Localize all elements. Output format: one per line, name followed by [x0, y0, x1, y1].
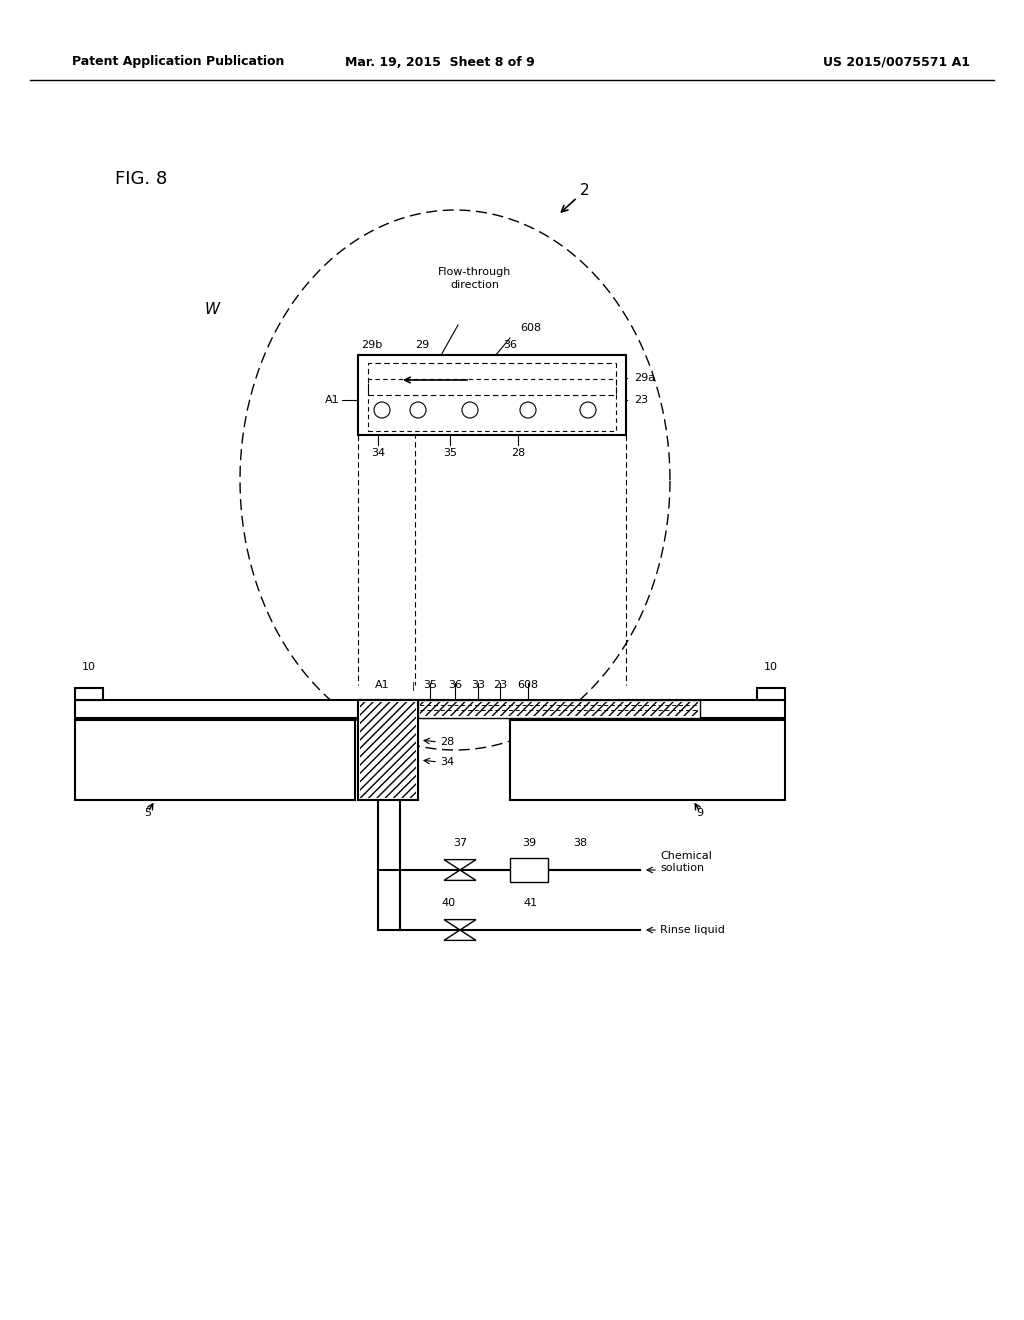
Text: 29a: 29a: [634, 374, 655, 383]
Text: 28: 28: [511, 447, 525, 458]
Text: Mar. 19, 2015  Sheet 8 of 9: Mar. 19, 2015 Sheet 8 of 9: [345, 55, 535, 69]
Polygon shape: [444, 870, 476, 880]
Bar: [360, 702, 416, 799]
Bar: [358, 355, 626, 436]
Text: A1: A1: [376, 680, 390, 690]
Text: 608: 608: [517, 680, 539, 690]
Bar: [757, 688, 785, 700]
Text: FIG. 8: FIG. 8: [115, 170, 167, 187]
Text: W: W: [263, 700, 276, 713]
Text: |: |: [412, 682, 415, 690]
Text: 24: 24: [321, 743, 335, 752]
Text: 39: 39: [522, 838, 536, 847]
Text: 9: 9: [696, 808, 703, 818]
Text: 37: 37: [453, 838, 467, 847]
Text: 29b: 29b: [361, 341, 383, 350]
Polygon shape: [444, 859, 476, 870]
Text: W: W: [205, 302, 220, 318]
Text: 34: 34: [371, 447, 385, 458]
Circle shape: [580, 403, 596, 418]
Text: 36: 36: [449, 680, 462, 690]
Text: 29: 29: [415, 341, 429, 350]
Text: Chemical
solution: Chemical solution: [660, 851, 712, 874]
Bar: [75, 688, 103, 700]
Text: Rinse liquid: Rinse liquid: [660, 925, 725, 935]
Bar: [420, 702, 698, 715]
Circle shape: [410, 403, 426, 418]
Text: 10: 10: [82, 663, 96, 672]
Text: 23: 23: [493, 680, 507, 690]
Bar: [510, 719, 785, 800]
Text: 36: 36: [503, 341, 517, 350]
Circle shape: [462, 403, 478, 418]
Text: 35: 35: [443, 447, 457, 458]
Text: 40: 40: [441, 898, 455, 908]
Polygon shape: [444, 931, 476, 940]
Bar: [368, 379, 616, 432]
Bar: [368, 363, 616, 395]
Bar: [75, 719, 355, 800]
Text: Patent Application Publication: Patent Application Publication: [72, 55, 285, 69]
Text: 41: 41: [523, 898, 537, 908]
Text: 35: 35: [423, 680, 437, 690]
Text: 5: 5: [144, 808, 152, 818]
Text: 38: 38: [573, 838, 587, 847]
Circle shape: [374, 403, 390, 418]
Text: 2: 2: [561, 183, 590, 213]
Text: 10: 10: [764, 663, 778, 672]
Text: 608: 608: [520, 323, 541, 333]
Text: 34: 34: [440, 756, 454, 767]
Text: Flow-through
direction: Flow-through direction: [438, 267, 512, 290]
Polygon shape: [444, 920, 476, 931]
Text: 28: 28: [440, 737, 455, 747]
Bar: [418, 700, 700, 718]
Circle shape: [520, 403, 536, 418]
Text: 33: 33: [471, 680, 485, 690]
Text: A1: A1: [326, 395, 340, 405]
Text: 23: 23: [634, 395, 648, 405]
Text: 25: 25: [321, 763, 335, 774]
Bar: [358, 700, 418, 800]
Bar: [75, 700, 785, 718]
Text: US 2015/0075571 A1: US 2015/0075571 A1: [823, 55, 970, 69]
Bar: [510, 858, 548, 882]
